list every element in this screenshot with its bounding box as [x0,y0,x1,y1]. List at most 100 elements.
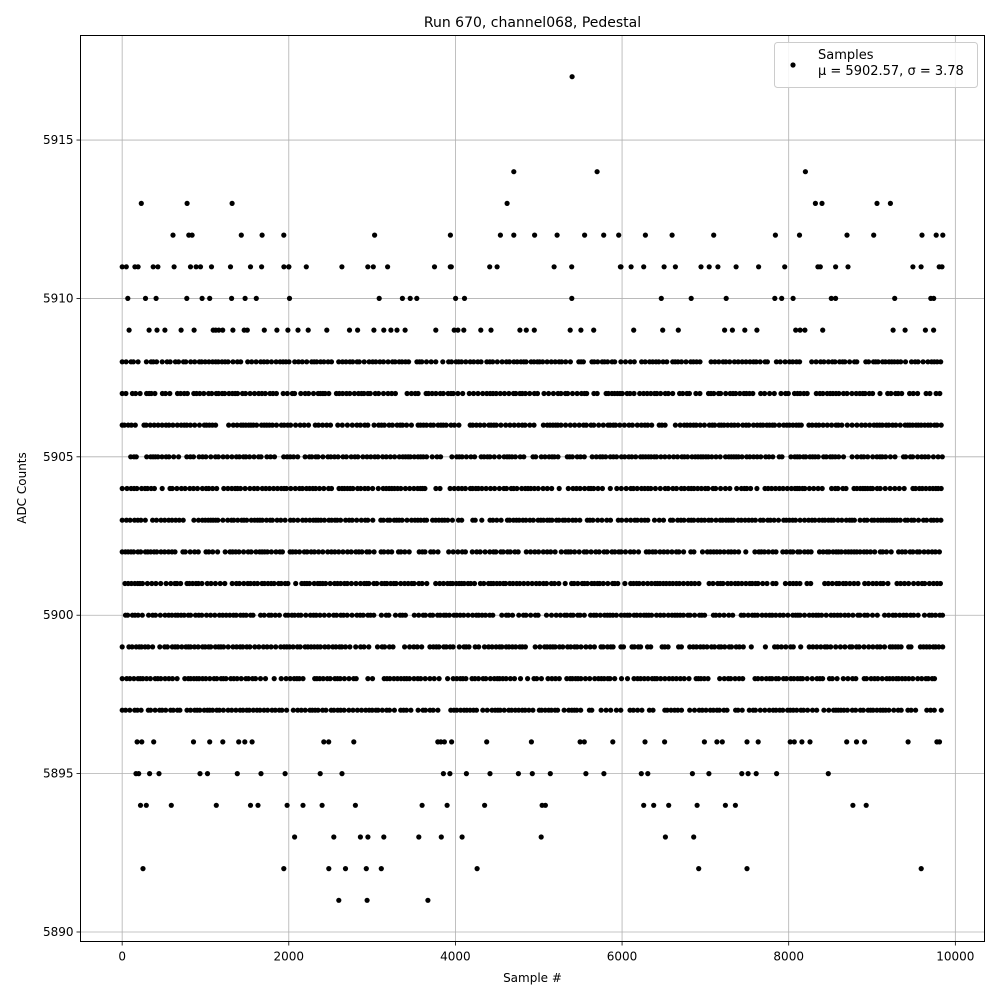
sample-point [720,580,726,587]
sample-point [215,517,221,523]
sample-point [262,676,269,682]
sample-point [274,517,280,523]
sample-point [123,517,129,523]
sample-point [919,676,925,682]
sample-point [255,485,261,492]
sample-point [891,707,897,713]
sample-point [871,517,877,523]
sample-point [558,422,564,428]
sample-point [693,390,699,397]
sample-point [760,517,766,523]
sample-point [672,422,679,428]
sample-point [584,549,590,555]
sample-point [785,612,791,618]
sample-point [745,771,751,777]
sample-point [346,707,352,713]
sample-point [190,454,197,460]
sample-point [757,359,763,365]
sample-point [836,580,842,587]
sample-point [569,454,576,460]
sample-point [210,485,216,492]
sample-point [272,707,278,713]
sample-point [260,644,266,650]
sample-point [283,485,289,492]
sample-point [247,390,253,397]
sample-point [717,676,723,682]
sample-point [574,644,580,650]
sample-point [596,549,602,555]
sample-point [802,485,808,492]
sample-point [264,454,270,460]
sample-point [159,485,165,492]
sample-point [597,612,603,618]
sample-point [375,454,381,460]
sample-point [299,359,305,365]
sample-point [516,517,522,523]
sample-point [311,549,317,555]
sample-point [694,802,700,808]
sample-point [296,676,302,682]
sample-point [661,612,667,618]
sample-point [142,517,148,523]
sample-point [806,485,813,492]
sample-point [732,676,738,682]
sample-point [406,549,412,555]
sample-point [419,580,425,587]
sample-point [293,549,299,555]
sample-point [728,644,735,650]
sample-point [772,485,779,492]
sample-point [722,485,729,492]
sample-point [612,549,618,555]
sample-point [174,422,180,428]
sample-point [666,454,672,460]
sample-point [615,580,621,587]
sample-point [500,549,506,555]
sample-point [321,359,327,365]
sample-point [661,549,667,555]
sample-point [512,454,519,460]
sample-point [678,644,685,650]
sample-point [250,612,256,618]
sample-point [134,485,140,492]
sample-point [812,200,819,206]
sample-point [468,580,474,587]
sample-point [119,485,125,492]
sample-point [142,295,149,301]
sample-point [699,549,706,555]
sample-point [292,359,298,365]
sample-point [634,612,640,618]
sample-point [135,359,141,365]
sample-point [317,612,323,618]
sample-point [905,739,911,745]
sample-point [772,232,779,238]
sample-point [936,644,942,650]
sample-point [577,739,583,745]
sample-point [820,676,826,682]
sample-point [718,485,724,492]
sample-point [459,454,465,460]
sample-point [285,580,291,587]
sample-point [536,549,542,555]
sample-point [613,707,620,713]
sample-point [529,771,535,777]
sample-point [295,454,301,460]
sample-point [578,707,584,713]
sample-point [264,359,270,365]
sample-point [829,485,835,492]
sample-point [845,676,851,682]
sample-point [739,707,745,713]
sample-point [416,834,422,840]
sample-point [739,454,745,460]
sample-point [622,580,628,587]
sample-point [717,454,723,460]
sample-point [713,517,719,523]
sample-point [487,485,494,492]
sample-point [411,612,417,618]
sample-point [921,612,928,618]
sample-point [234,422,240,428]
sample-point [131,676,137,682]
sample-point [383,454,389,460]
sample-point [905,517,911,523]
sample-point [701,676,707,682]
